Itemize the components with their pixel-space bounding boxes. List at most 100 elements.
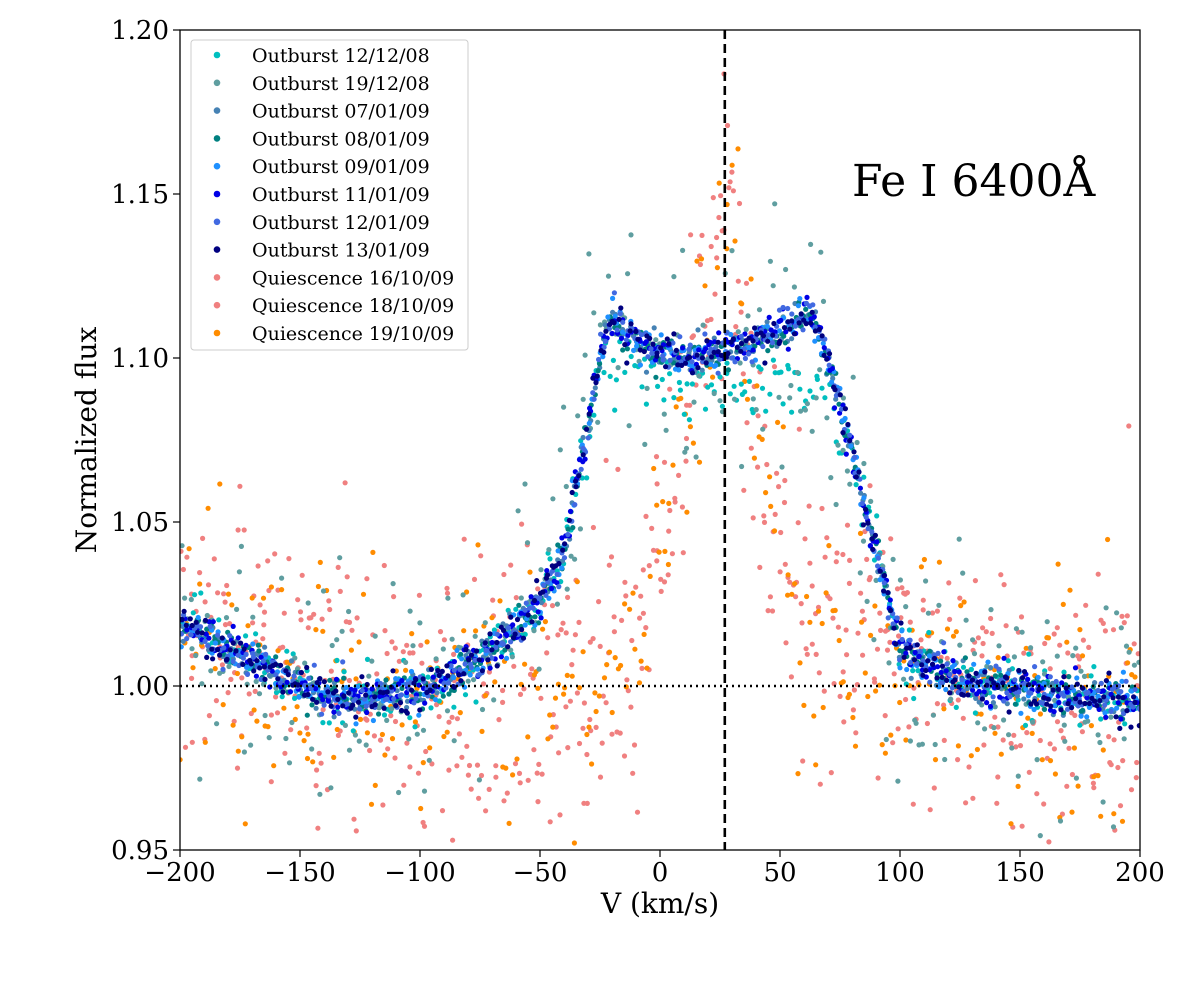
data-point [228,676,234,683]
data-point [639,665,645,672]
data-point [697,261,704,268]
data-point [947,671,953,678]
data-point [879,742,885,748]
data-point [508,647,514,653]
data-point [420,676,426,682]
data-point [545,579,551,585]
data-point [435,667,441,674]
data-point [765,608,771,614]
data-point [920,607,926,613]
data-point [475,672,481,678]
data-point [527,671,534,678]
data-point [348,647,354,653]
data-point [820,704,826,711]
data-point [894,586,901,592]
data-point [1133,775,1139,781]
data-point [1057,642,1063,648]
data-point [528,594,534,600]
data-point [821,352,827,358]
data-point [840,669,846,675]
data-point [636,680,643,686]
data-point [914,642,920,648]
data-point [651,465,657,472]
data-point [952,662,958,668]
data-point [320,628,326,634]
data-point [376,711,382,717]
data-point [623,337,630,343]
data-point [789,318,795,324]
data-point [476,777,482,783]
data-point [867,574,873,581]
data-point [904,590,911,596]
data-point [671,274,677,280]
data-point [653,337,659,343]
legend-item: Quiescence 18/10/09 [213,295,454,317]
data-point [468,652,475,658]
data-point [269,668,275,674]
data-point [432,683,438,689]
data-point [420,760,426,766]
data-point [622,579,628,585]
data-point [217,481,223,487]
data-point [517,780,523,786]
data-point [660,499,666,505]
data-point [601,349,607,355]
data-point [310,696,316,702]
data-point [569,662,575,668]
data-point [313,783,319,789]
data-point [574,579,580,585]
data-point [235,652,241,658]
data-point [1000,680,1006,686]
data-point [676,379,683,386]
data-point [325,698,331,704]
data-point [819,385,825,391]
data-point [647,335,653,341]
data-point [299,572,305,578]
data-point [1074,675,1080,681]
data-point [188,632,194,638]
data-point [1066,745,1072,751]
data-point [630,590,636,596]
data-point [370,549,376,556]
data-point [729,355,735,361]
legend-frame [190,39,469,351]
data-point [864,598,870,605]
data-point [215,590,221,596]
data-point [1119,613,1125,619]
data-point [1120,669,1126,675]
data-point [840,447,846,453]
legend-label: Quiescence 19/10/09 [252,323,454,345]
data-point [444,729,450,735]
data-point [590,524,597,531]
data-point [532,614,538,620]
data-point [1114,610,1120,616]
data-point [973,695,979,702]
data-point [283,735,289,742]
data-point [473,699,479,705]
legend-marker [213,107,221,114]
data-point [620,329,626,335]
data-point [583,426,590,432]
data-point [268,779,274,785]
data-point [793,594,799,600]
data-point [547,712,553,718]
data-point [1057,818,1064,824]
data-point [516,602,522,608]
data-point [479,728,485,735]
data-point [268,584,274,590]
data-point [787,579,793,585]
data-point [750,515,756,521]
data-point [676,367,682,373]
data-point [503,765,509,771]
data-point [377,737,384,743]
data-point [501,571,507,578]
data-point [412,719,418,725]
data-point [454,647,460,654]
data-point [180,644,184,650]
data-point [325,689,331,695]
data-point [746,335,752,341]
data-point [795,303,802,309]
data-point [462,692,469,698]
data-point [620,347,626,353]
data-point [535,609,541,615]
